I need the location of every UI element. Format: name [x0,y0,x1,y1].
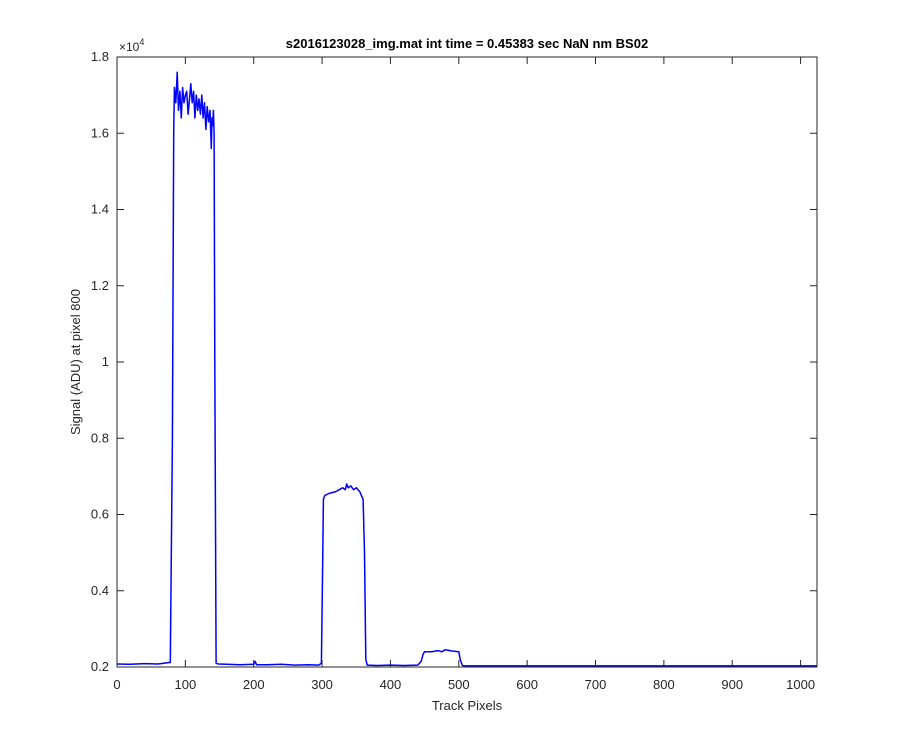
series-line [116,71,817,667]
y-tick-label: 1.6 [91,125,109,140]
y-tick-label: 1.8 [91,49,109,64]
x-tick-label: 300 [311,677,333,692]
x-tick-label: 600 [516,677,538,692]
x-tick-label: 200 [243,677,265,692]
axis-ticks: 0 100 200 300 400 500 600 700 800 900 1000 0.2 0.4 0.… [91,49,817,692]
y-tick-label: 0.2 [91,659,109,674]
axes-box [116,56,818,668]
chart-title: s2016123028_img.mat int time = 0.45383 s… [286,36,648,51]
y-tick-label: 0.4 [91,583,109,598]
x-tick-label: 800 [653,677,675,692]
y-tick-label: 1.4 [91,202,109,217]
y-axis-multiplier: ×104 [119,37,144,54]
y-tick-label: 0.8 [91,430,109,445]
x-tick-label: 500 [448,677,470,692]
y-tick-label: 0.6 [91,507,109,522]
x-tick-label: 700 [585,677,607,692]
x-axis-label: Track Pixels [432,698,503,713]
x-tick-label: 0 [113,677,120,692]
y-tick-label: 1 [102,354,109,369]
y-axis-label: Signal (ADU) at pixel 800 [68,289,83,435]
x-tick-label: 400 [380,677,402,692]
data-series [116,71,817,667]
y-tick-label: 1.2 [91,278,109,293]
plot-area [117,57,817,667]
x-tick-label: 900 [721,677,743,692]
x-tick-label: 1000 [786,677,815,692]
x-tick-label: 100 [175,677,197,692]
